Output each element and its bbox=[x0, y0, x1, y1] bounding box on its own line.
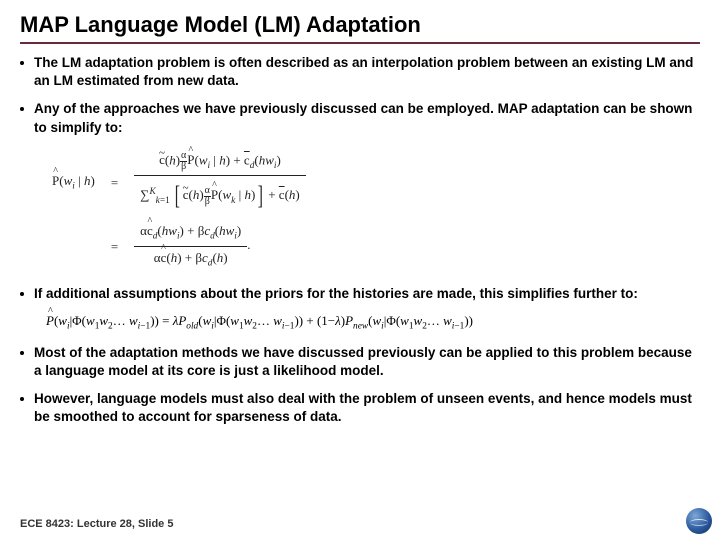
equation-block-1: P(wi | h) = c(h)αβP(wi | h) + cd(hwi) ∑K… bbox=[44, 147, 700, 275]
bullet-item: If additional assumptions about the prio… bbox=[20, 285, 700, 303]
bullet-item: The LM adaptation problem is often descr… bbox=[20, 54, 700, 90]
bullet-text: However, language models must also deal … bbox=[34, 390, 700, 426]
equation-block-2: P(wi|Φ(w1w2… wi−1)) = λPold(wi|Φ(w1w2… w… bbox=[46, 313, 700, 332]
bullet-dot-icon bbox=[20, 351, 24, 355]
bullet-text: The LM adaptation problem is often descr… bbox=[34, 54, 700, 90]
bullet-text: Any of the approaches we have previously… bbox=[34, 100, 700, 136]
bullet-dot-icon bbox=[20, 107, 24, 111]
slide-footer: ECE 8423: Lecture 28, Slide 5 bbox=[20, 518, 173, 530]
slide-title: MAP Language Model (LM) Adaptation bbox=[20, 12, 700, 44]
bullet-dot-icon bbox=[20, 397, 24, 401]
bullet-text: If additional assumptions about the prio… bbox=[34, 285, 638, 303]
slide: MAP Language Model (LM) Adaptation The L… bbox=[0, 0, 720, 540]
bullet-dot-icon bbox=[20, 61, 24, 65]
bullet-item: Most of the adaptation methods we have d… bbox=[20, 344, 700, 380]
bullet-item: Any of the approaches we have previously… bbox=[20, 100, 700, 136]
bullet-dot-icon bbox=[20, 292, 24, 296]
logo-icon bbox=[686, 508, 712, 534]
bullet-item: However, language models must also deal … bbox=[20, 390, 700, 426]
bullet-text: Most of the adaptation methods we have d… bbox=[34, 344, 700, 380]
